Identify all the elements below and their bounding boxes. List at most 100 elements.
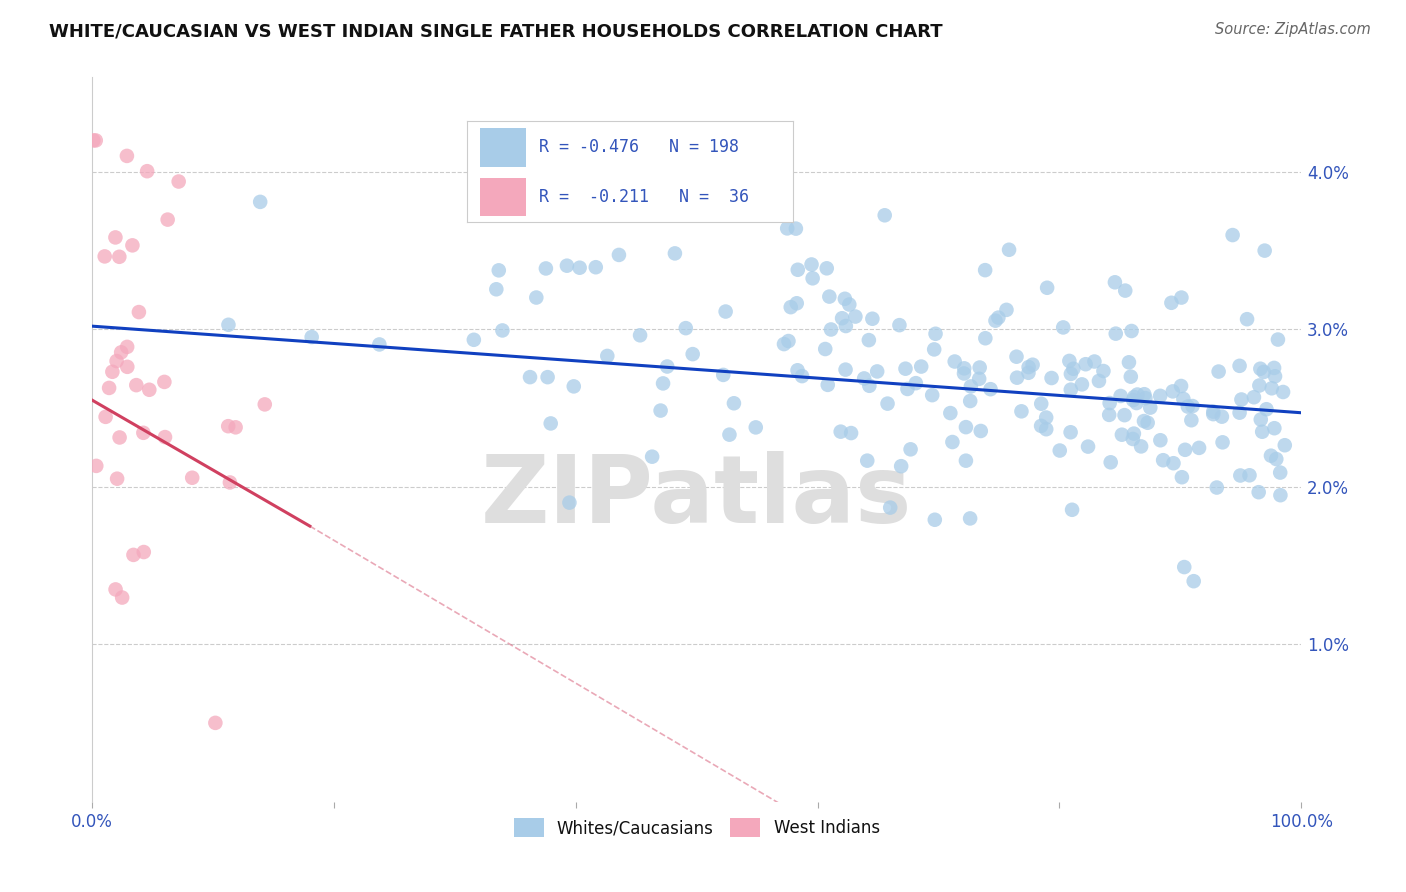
Point bbox=[108, 250, 131, 264]
Point bbox=[1092, 364, 1115, 378]
Point bbox=[924, 326, 946, 341]
Point bbox=[1017, 366, 1039, 380]
Point bbox=[1202, 407, 1225, 421]
Point bbox=[485, 282, 508, 296]
Point bbox=[1021, 358, 1043, 372]
Point bbox=[1071, 377, 1094, 392]
Point bbox=[1253, 244, 1275, 258]
Point bbox=[894, 361, 917, 376]
Point bbox=[1173, 560, 1195, 574]
Point bbox=[1114, 284, 1136, 298]
Point bbox=[153, 430, 176, 444]
Point bbox=[941, 435, 963, 450]
Point bbox=[682, 347, 704, 361]
Point bbox=[959, 511, 981, 525]
Point bbox=[844, 310, 866, 324]
Point bbox=[955, 420, 977, 434]
Point bbox=[1130, 439, 1153, 453]
Point bbox=[1059, 354, 1081, 368]
Point bbox=[1260, 449, 1282, 463]
Point bbox=[217, 419, 239, 434]
Point bbox=[1181, 399, 1204, 413]
Point bbox=[1060, 367, 1083, 381]
Point bbox=[820, 322, 842, 336]
Point bbox=[1229, 468, 1251, 483]
Point bbox=[650, 403, 672, 417]
Point bbox=[181, 471, 204, 485]
Point bbox=[1274, 438, 1296, 452]
Point bbox=[568, 260, 591, 275]
Point bbox=[1109, 389, 1132, 403]
Point bbox=[1005, 370, 1028, 384]
Point bbox=[1230, 392, 1253, 407]
Point bbox=[94, 409, 117, 424]
Point bbox=[786, 363, 808, 377]
Point bbox=[1122, 426, 1144, 441]
Point bbox=[970, 424, 993, 438]
Point bbox=[1035, 410, 1057, 425]
Point bbox=[987, 310, 1010, 325]
Point bbox=[585, 260, 607, 275]
Point bbox=[1060, 383, 1083, 397]
Point bbox=[1152, 453, 1174, 467]
Point bbox=[714, 304, 737, 318]
Point bbox=[1099, 455, 1122, 469]
Point bbox=[921, 388, 943, 402]
Text: ZIPatlas: ZIPatlas bbox=[481, 451, 912, 543]
Point bbox=[818, 290, 841, 304]
Point bbox=[98, 381, 121, 395]
Point bbox=[104, 582, 127, 597]
Point bbox=[778, 334, 800, 348]
Point bbox=[1136, 416, 1159, 430]
Point bbox=[879, 500, 901, 515]
Point bbox=[853, 371, 876, 385]
Point bbox=[959, 394, 981, 409]
Point bbox=[1133, 387, 1156, 401]
Point bbox=[1119, 369, 1142, 384]
Point bbox=[1062, 361, 1084, 376]
Point bbox=[830, 425, 852, 439]
Point bbox=[368, 337, 391, 351]
Point bbox=[117, 359, 139, 374]
Point bbox=[491, 323, 513, 337]
Point bbox=[1035, 422, 1057, 436]
Point bbox=[1264, 369, 1286, 384]
Point bbox=[800, 257, 823, 271]
Point bbox=[1267, 333, 1289, 347]
Point bbox=[858, 333, 880, 347]
Point bbox=[974, 331, 997, 345]
Point bbox=[910, 359, 932, 374]
Point bbox=[924, 513, 946, 527]
Point bbox=[790, 369, 813, 384]
Point bbox=[1005, 350, 1028, 364]
Point bbox=[839, 425, 862, 440]
Point bbox=[1135, 391, 1157, 405]
Point bbox=[1122, 392, 1144, 407]
Point bbox=[1250, 412, 1272, 426]
Point bbox=[1270, 488, 1292, 502]
Point bbox=[488, 263, 510, 277]
Point bbox=[1123, 390, 1146, 404]
Point bbox=[967, 372, 990, 386]
Point bbox=[225, 420, 247, 434]
Point bbox=[1270, 466, 1292, 480]
Point bbox=[773, 337, 796, 351]
Point bbox=[105, 354, 128, 368]
Point bbox=[860, 311, 883, 326]
Point bbox=[1126, 387, 1149, 401]
Point bbox=[1243, 390, 1265, 404]
Point bbox=[1239, 468, 1261, 483]
Point bbox=[652, 376, 675, 391]
Point bbox=[904, 376, 927, 391]
Point bbox=[534, 261, 557, 276]
Point bbox=[711, 368, 734, 382]
Text: WHITE/CAUCASIAN VS WEST INDIAN SINGLE FATHER HOUSEHOLDS CORRELATION CHART: WHITE/CAUCASIAN VS WEST INDIAN SINGLE FA… bbox=[49, 22, 943, 40]
Point bbox=[1222, 228, 1244, 243]
Point bbox=[84, 458, 107, 473]
Point bbox=[1173, 392, 1195, 406]
Point bbox=[121, 238, 143, 252]
Point bbox=[779, 300, 801, 314]
Point bbox=[889, 318, 911, 333]
Point bbox=[1261, 381, 1284, 395]
Point bbox=[167, 174, 190, 188]
